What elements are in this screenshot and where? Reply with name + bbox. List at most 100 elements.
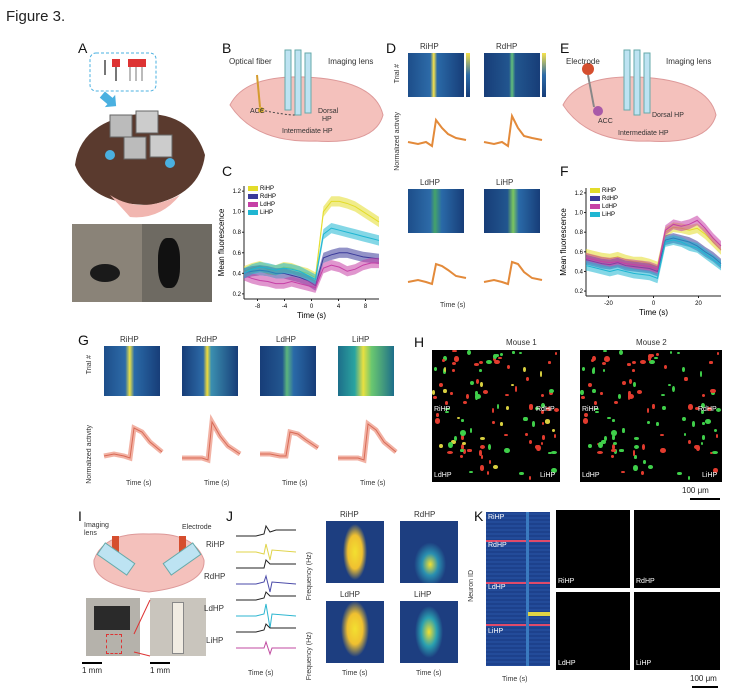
cell-spot bbox=[512, 350, 515, 354]
cell-spot bbox=[712, 451, 719, 455]
panel-label-b: B bbox=[222, 40, 232, 56]
x-tick-label: 20 bbox=[695, 301, 702, 307]
cell-spot bbox=[544, 419, 551, 424]
i-lens-label: lens bbox=[84, 530, 97, 537]
cell-spot bbox=[583, 413, 588, 418]
cell-spot bbox=[491, 408, 494, 413]
k-image-ldhp bbox=[556, 592, 630, 670]
k-img-rihp-label: RiHP bbox=[558, 578, 575, 585]
cell-spot bbox=[620, 470, 626, 474]
cell-spot bbox=[628, 379, 632, 385]
cell-spot bbox=[667, 384, 671, 387]
cell-spot bbox=[504, 433, 509, 437]
cell-spot bbox=[714, 429, 718, 433]
cell-spot bbox=[479, 465, 485, 471]
series-line-LiHP bbox=[243, 227, 380, 281]
cell-spot bbox=[510, 384, 515, 387]
cell-spot bbox=[669, 350, 672, 354]
cell-spot bbox=[450, 439, 456, 445]
cell-spot bbox=[443, 356, 447, 361]
k-scale-bar bbox=[692, 686, 718, 688]
cell-spot bbox=[540, 409, 544, 415]
e-acc-label: ACC bbox=[598, 118, 613, 125]
legend-swatch bbox=[248, 210, 258, 215]
k-rdhp: RdHP bbox=[488, 542, 507, 549]
cell-spot bbox=[452, 368, 456, 372]
j-spectrogram-rihp bbox=[326, 521, 384, 583]
cell-spot bbox=[660, 433, 665, 437]
h-mouse1-microscopy bbox=[432, 350, 560, 482]
y-tick-label: 0.8 bbox=[233, 230, 242, 236]
cell-spot bbox=[460, 429, 466, 436]
cell-spot bbox=[548, 451, 552, 455]
d-trace-lihp bbox=[483, 260, 543, 286]
y-tick-label: 1.0 bbox=[575, 211, 584, 217]
cell-spot bbox=[448, 441, 453, 448]
brain-electrode-illustration bbox=[562, 49, 717, 142]
d-time-label: Time (s) bbox=[440, 302, 466, 309]
cell-spot bbox=[612, 441, 618, 446]
cell-spot bbox=[553, 407, 560, 413]
legend-swatch bbox=[590, 212, 600, 217]
cell-spot bbox=[699, 371, 702, 377]
j-spectrogram-lihp bbox=[400, 601, 458, 663]
cell-spot bbox=[444, 401, 448, 405]
x-tick-label: 0 bbox=[652, 301, 656, 307]
cell-spot bbox=[451, 362, 457, 366]
cell-spot bbox=[660, 393, 666, 397]
d-heatmap-ldhp bbox=[408, 189, 464, 233]
cell-spot bbox=[550, 451, 557, 455]
y-tick-label: 0.6 bbox=[233, 251, 242, 257]
d-trial-label: Trial # bbox=[394, 64, 401, 84]
j-rdhp: RdHP bbox=[204, 572, 226, 581]
cell-spot bbox=[459, 449, 465, 452]
cell-spot bbox=[633, 437, 639, 441]
i-imaging-label: Imaging bbox=[84, 522, 109, 529]
e-intermediate-label: Intermediate HP bbox=[618, 130, 669, 137]
d-heatmap-rihp bbox=[408, 53, 464, 97]
cell-spot bbox=[540, 402, 545, 408]
cell-spot bbox=[529, 439, 533, 445]
cell-spot bbox=[552, 429, 556, 433]
cell-spot bbox=[611, 455, 615, 458]
cell-spot bbox=[694, 407, 699, 411]
j-freq-label-2: Frequency (Hz) bbox=[306, 632, 313, 681]
cell-spot bbox=[443, 366, 446, 372]
chart-c: 0.2 0.4 0.6 0.8 1.0 1.2 -8 -4 0 4 8 Time (s) Mean fl… bbox=[217, 186, 380, 320]
g-title-ldhp: LdHP bbox=[276, 335, 297, 344]
d-title-lihp: LiHP bbox=[496, 178, 514, 187]
series-line-LdHP bbox=[243, 262, 379, 289]
cell-spot bbox=[551, 467, 557, 473]
cell-spot bbox=[475, 379, 479, 385]
cell-spot bbox=[592, 388, 596, 394]
cell-spot bbox=[460, 455, 463, 458]
cell-spot bbox=[439, 444, 444, 449]
panel-label-j: J bbox=[226, 508, 233, 524]
cell-spot bbox=[716, 351, 719, 355]
cell-spot bbox=[479, 450, 482, 456]
cell-spot bbox=[540, 441, 543, 446]
g-title-rdhp: RdHP bbox=[196, 335, 218, 344]
legend-swatch bbox=[590, 204, 600, 209]
cell-spot bbox=[628, 390, 631, 397]
brain-fiber-illustration bbox=[229, 49, 384, 142]
cell-spot bbox=[600, 391, 603, 396]
cell-spot bbox=[468, 470, 474, 474]
cell-spot bbox=[504, 393, 510, 397]
legend-label: LiHP bbox=[602, 212, 615, 218]
y-tick-label: 0.6 bbox=[575, 250, 584, 256]
cell-spot bbox=[676, 351, 680, 355]
cell-spot bbox=[688, 439, 692, 445]
dorsal-label: Dorsal bbox=[318, 108, 339, 115]
legend-swatch bbox=[248, 194, 258, 199]
cell-spot bbox=[479, 381, 483, 388]
cell-spot bbox=[715, 433, 719, 439]
k-image-rdhp bbox=[634, 510, 720, 588]
d-trace-rdhp bbox=[483, 112, 543, 148]
x-tick-label: -4 bbox=[282, 304, 288, 310]
cell-spot bbox=[659, 447, 666, 454]
cell-spot bbox=[611, 429, 618, 436]
cell-spot bbox=[618, 449, 624, 452]
k-time-label: Time (s) bbox=[502, 676, 528, 683]
cell-spot bbox=[580, 390, 584, 396]
